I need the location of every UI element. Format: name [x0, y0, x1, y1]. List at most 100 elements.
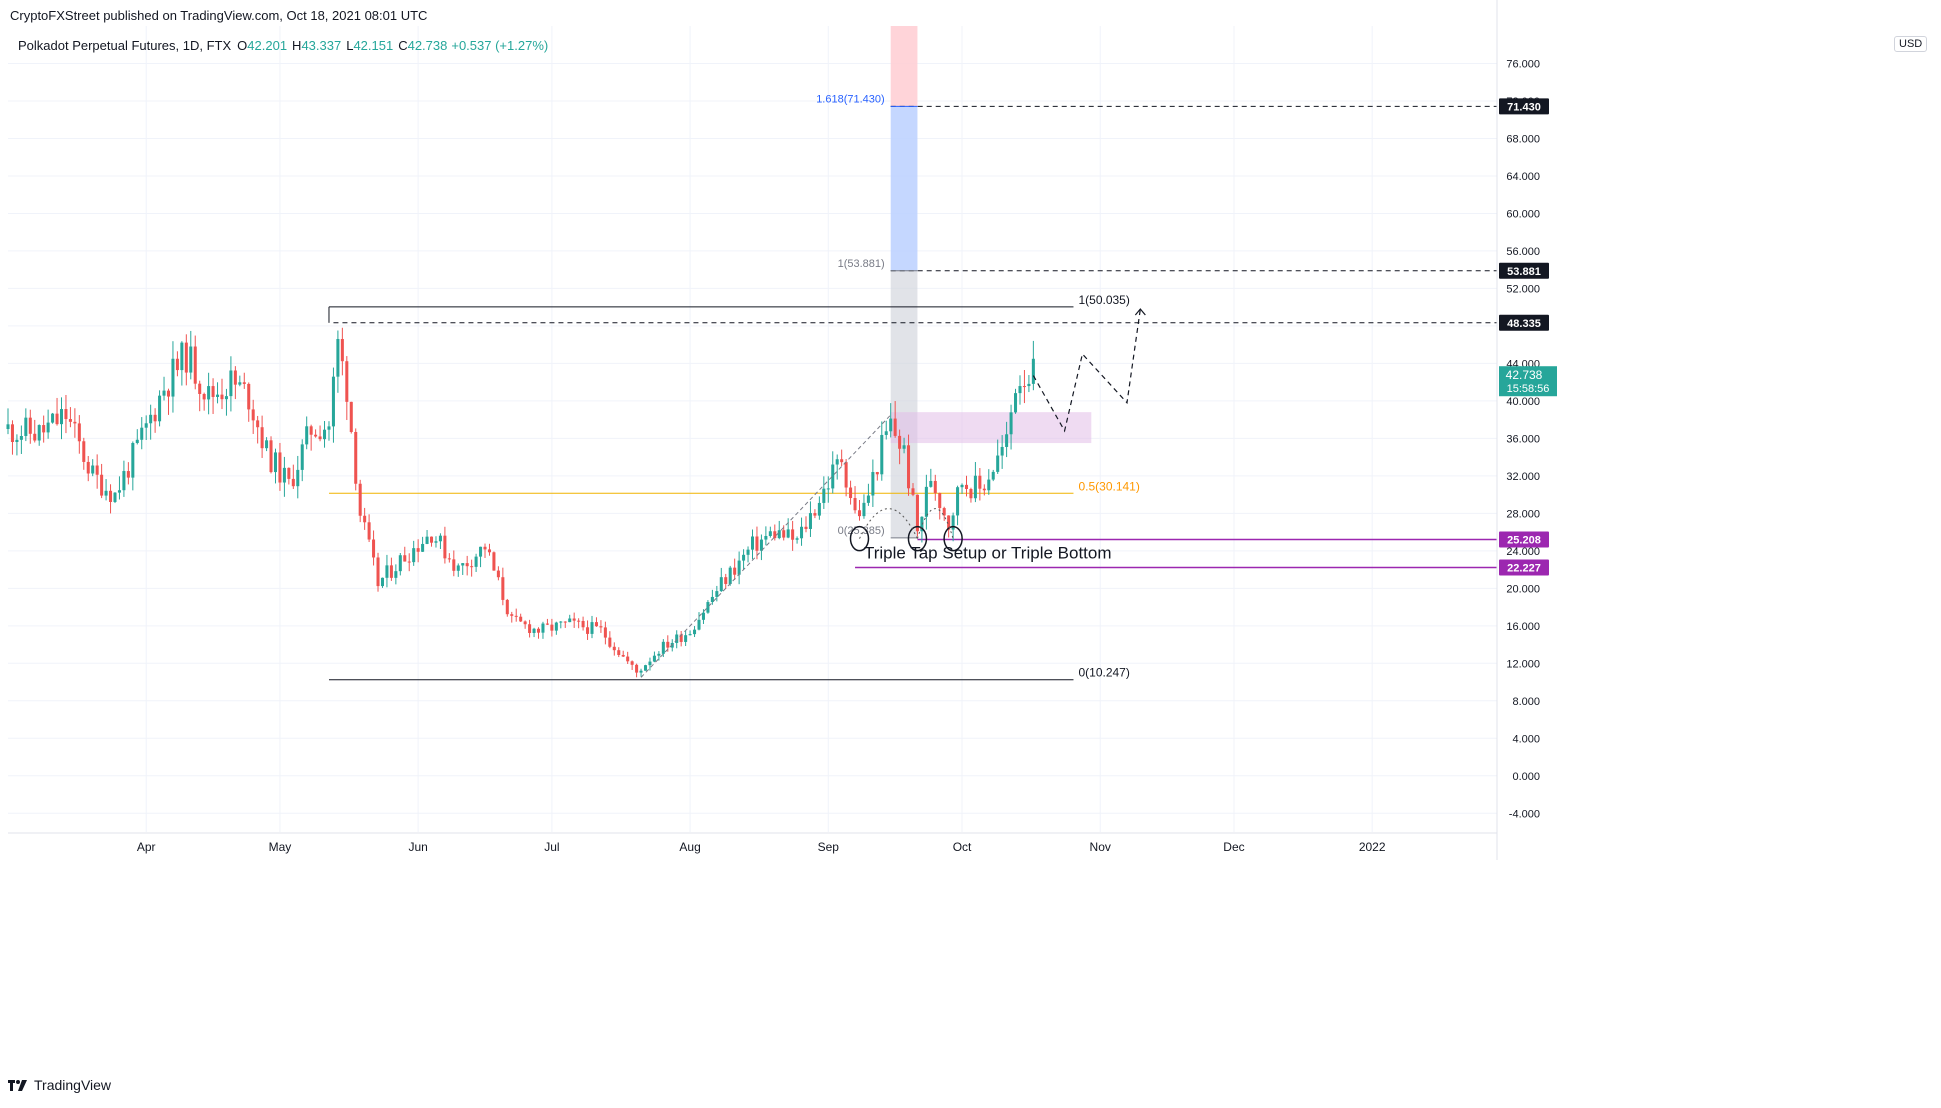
candle-body: [345, 361, 349, 402]
candle-body: [505, 599, 509, 615]
currency-label: USD: [1899, 38, 1923, 50]
footer-brand[interactable]: TradingView: [8, 1077, 111, 1093]
candle-body: [880, 434, 884, 475]
candle-body: [648, 661, 652, 666]
candle-body: [800, 526, 804, 539]
candle-body: [104, 490, 108, 496]
ohlc-l: L42.151: [346, 38, 393, 53]
time-tick: Jun: [408, 840, 427, 854]
candle-body: [363, 515, 367, 523]
time-axis[interactable]: Apr May Jun Jul Aug Sep Oct Nov Dec 2022: [8, 832, 1497, 854]
candles: [6, 327, 1035, 678]
candle-body: [523, 621, 527, 625]
candle-body: [487, 549, 491, 553]
ohlc-o: O42.201: [237, 38, 287, 53]
symbol-title[interactable]: Polkadot Perpetual Futures, 1D, FTX: [18, 38, 232, 53]
price-tick: -4.000: [1509, 808, 1540, 820]
candle-body: [479, 546, 483, 557]
candle-body: [951, 515, 955, 530]
countdown-text: 15:58:56: [1507, 383, 1550, 395]
candle-body: [131, 443, 135, 478]
price-tick: 16.000: [1506, 621, 1540, 633]
fib-label-high: 1(50.035): [1078, 293, 1129, 307]
projection-arrow: [1134, 308, 1146, 316]
candle-body: [554, 622, 558, 631]
candle-body: [122, 471, 126, 491]
candle-body: [684, 635, 688, 642]
candle-body: [140, 427, 144, 440]
candle-body: [354, 431, 358, 484]
candle-body: [323, 429, 327, 440]
candle-body: [679, 634, 683, 642]
candle-body: [1018, 386, 1022, 394]
candle-body: [973, 475, 977, 499]
publisher-line: CryptoFXStreet published on TradingView.…: [10, 8, 428, 23]
candle-body: [599, 626, 603, 628]
candle-body: [55, 413, 59, 425]
candle-body: [594, 622, 598, 627]
candle-body: [233, 370, 237, 385]
candle-body: [710, 596, 714, 603]
candle-body: [184, 342, 188, 373]
candle-body: [826, 488, 830, 490]
ohlc-label: C: [398, 38, 408, 53]
candle-body: [519, 616, 523, 622]
candle-body: [175, 358, 179, 371]
candle-body: [15, 439, 19, 443]
candle-body: [862, 502, 866, 517]
last-price-text: 42.738: [1506, 368, 1543, 382]
footer-brand-text: TradingView: [34, 1077, 112, 1093]
price-tick: 12.000: [1506, 658, 1540, 670]
candle-body: [394, 571, 398, 578]
candle-body: [969, 488, 973, 499]
price-tick: 68.000: [1506, 133, 1540, 145]
candle-body: [1000, 446, 1004, 456]
candle-body: [33, 433, 37, 441]
candle-body: [942, 508, 946, 516]
candle-body: [425, 536, 429, 544]
price-label-text: 71.430: [1507, 101, 1541, 113]
candle-body: [42, 425, 46, 433]
candle-body: [635, 664, 639, 673]
candle-body: [902, 445, 906, 449]
candle-body: [430, 536, 434, 543]
fib-label-mid: 0.5(30.141): [1078, 479, 1139, 493]
candle-body: [247, 383, 251, 410]
candle-body: [996, 455, 1000, 472]
candle-body: [759, 539, 763, 551]
price-tick: 20.000: [1506, 583, 1540, 595]
candle-body: [202, 393, 206, 400]
time-tick: Sep: [818, 840, 840, 854]
candle-body: [978, 475, 982, 489]
currency-button[interactable]: USD: [1894, 36, 1928, 52]
candle-body: [269, 440, 273, 473]
price-axis[interactable]: 76.00072.00068.00064.00060.00056.00052.0…: [1496, 0, 1557, 860]
ohlc-label: O: [237, 38, 248, 53]
trend-guide: [640, 414, 892, 678]
candle-body: [496, 570, 500, 578]
candle-body: [501, 577, 505, 600]
candle-body: [612, 646, 616, 651]
candle-body: [282, 467, 286, 483]
price-tick: 40.000: [1506, 396, 1540, 408]
candle-body: [135, 439, 139, 444]
candle-body: [336, 338, 340, 377]
price-label-text: 48.335: [1507, 318, 1541, 330]
candle-body: [309, 426, 313, 435]
candle-body: [875, 472, 879, 475]
candle-body: [835, 459, 839, 465]
bottom-marker: [907, 525, 928, 552]
candle-body: [675, 634, 679, 643]
candle-body: [265, 440, 269, 449]
candle-body: [697, 619, 701, 630]
candle-body: [643, 665, 648, 671]
candle-body: [251, 409, 255, 421]
candle-body: [376, 557, 380, 587]
price-label-box: [1499, 559, 1549, 576]
candle-body: [207, 386, 211, 400]
candle-body: [652, 655, 656, 662]
candle-body: [737, 560, 741, 575]
candle-body: [19, 436, 23, 440]
candle-body: [693, 629, 697, 635]
